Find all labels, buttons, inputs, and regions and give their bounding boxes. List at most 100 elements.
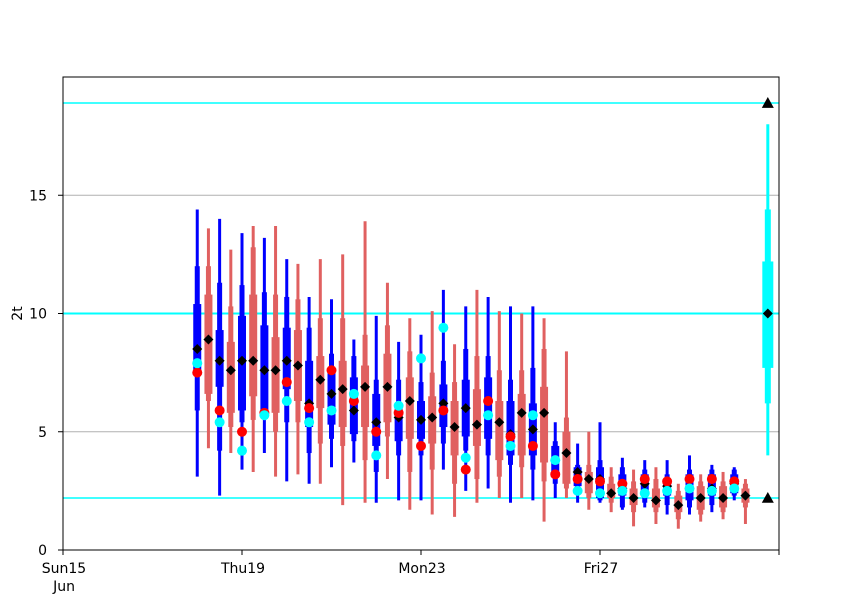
mean-diamond (404, 396, 415, 407)
red-dot (416, 440, 426, 451)
mean-diamond (360, 381, 371, 392)
climate-triangle (761, 491, 774, 503)
mean-diamond (471, 419, 482, 430)
mean-diamond (762, 308, 773, 319)
red-dot (393, 407, 404, 418)
quartile-box (249, 294, 258, 397)
cyan-dot (729, 483, 740, 494)
y-tick-label: 0 (38, 543, 47, 559)
climate-triangle (761, 97, 774, 108)
red-dot (326, 365, 337, 376)
mean-diamond (248, 355, 259, 366)
mean-diamond (237, 355, 247, 366)
mean-diamond (650, 495, 661, 506)
red-dot (214, 405, 225, 416)
mean-diamond (292, 360, 303, 371)
x-tick-label: Sun15 (42, 561, 86, 577)
mean-diamond (337, 384, 348, 395)
red-dot (729, 476, 740, 487)
red-dot (460, 464, 471, 475)
red-dot (639, 474, 650, 485)
mean-diamond (348, 405, 359, 416)
y-tick-label: 5 (38, 425, 47, 441)
mean-diamond (695, 492, 706, 503)
mean-diamond (259, 365, 270, 376)
mean-diamond (315, 374, 326, 385)
cyan-dot (393, 400, 404, 411)
x-tick-sublabel: Jun (52, 579, 75, 595)
y-tick-label: 15 (29, 188, 47, 204)
cyan-dot (684, 483, 695, 494)
cyan-dot (572, 485, 583, 496)
cyan-dot (527, 410, 538, 421)
red-dot (192, 367, 203, 378)
mean-diamond (539, 407, 550, 418)
quartile-box (495, 401, 504, 461)
mean-diamond (416, 414, 426, 425)
cyan-dot (214, 417, 225, 428)
mean-diamond (225, 365, 236, 376)
red-dot (281, 377, 292, 388)
mean-diamond (561, 448, 572, 459)
cyan-dot (460, 452, 471, 463)
x-tick-label: Fri27 (584, 561, 619, 577)
mean-diamond (673, 500, 684, 511)
red-dot (662, 476, 673, 487)
red-dot (348, 396, 359, 407)
mean-diamond (371, 417, 382, 428)
quartile-box (540, 386, 549, 463)
cyan-dot (483, 410, 494, 421)
cyan-dot (505, 440, 516, 451)
mean-diamond (740, 490, 751, 501)
red-dot (304, 403, 315, 414)
quartile-box (506, 401, 515, 456)
red-dot (371, 426, 382, 437)
cyan-dot (326, 405, 337, 416)
quartile-box (226, 341, 235, 413)
cyan-dot (304, 417, 315, 428)
quartile-box (305, 360, 314, 428)
mean-diamond (572, 466, 583, 477)
mean-diamond (214, 355, 225, 366)
cyan-dot (550, 455, 561, 466)
cyan-dot (348, 388, 359, 399)
red-dot (572, 474, 583, 485)
mean-diamond (494, 417, 505, 428)
mean-diamond (203, 334, 214, 345)
mean-diamond (427, 412, 438, 423)
cyan-dot (371, 450, 382, 461)
markers (192, 97, 774, 511)
cyan-dot (416, 353, 426, 364)
mean-diamond (583, 474, 594, 485)
mean-diamond (718, 492, 729, 503)
mean-diamond (527, 424, 538, 435)
cyan-dot (639, 488, 650, 499)
cyan-dot (617, 485, 628, 496)
box-plots (193, 124, 774, 529)
cyan-dot (192, 358, 203, 369)
cyan-dot (706, 485, 717, 496)
axes: 0 5 10 15 Sun15 Jun Thu19 Mon23 Fri27 (29, 188, 780, 595)
red-dot (438, 405, 449, 416)
red-dot (483, 396, 494, 407)
y-tick-label: 10 (29, 307, 47, 323)
mean-diamond (326, 388, 337, 399)
red-dot (237, 426, 247, 437)
cyan-dot (595, 488, 605, 499)
mean-diamond (438, 398, 449, 409)
cyan-dot (259, 410, 270, 421)
mean-diamond (192, 343, 203, 354)
mean-diamond (382, 381, 393, 392)
mean-diamond (628, 492, 639, 503)
quartile-box (405, 377, 414, 439)
mean-diamond (606, 488, 617, 499)
mean-diamond (516, 407, 527, 418)
x-tick-label: Mon23 (398, 561, 445, 577)
mean-diamond (270, 365, 281, 376)
quartile-box (517, 393, 526, 456)
mean-diamond (281, 355, 292, 366)
red-dot (550, 469, 561, 480)
red-dot (595, 476, 605, 487)
mean-diamond (449, 422, 460, 433)
